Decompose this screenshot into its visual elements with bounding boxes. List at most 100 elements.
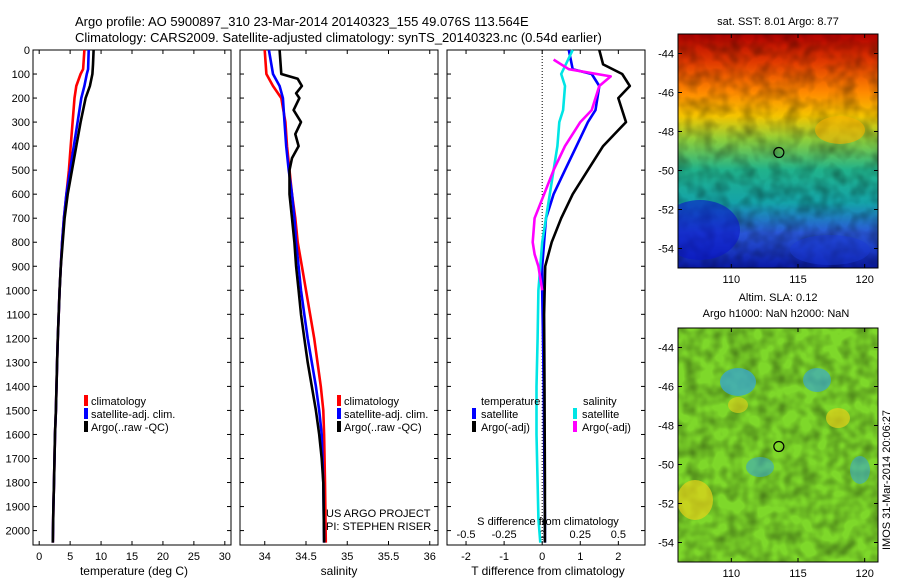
depth-tick-label: 1500 bbox=[6, 405, 30, 417]
top-tick-label: -0.5 bbox=[457, 529, 476, 541]
salinity-panel: 34 34.5 35 35.5 36 salinity climatology sate… bbox=[239, 49, 439, 578]
lon-tick-label: 110 bbox=[723, 568, 741, 580]
lon-tick-label: 110 bbox=[723, 274, 741, 286]
depth-tick-label: 0 bbox=[24, 45, 30, 57]
depth-tick-label: 600 bbox=[12, 189, 30, 201]
lat-tick-label: -46 bbox=[658, 382, 674, 394]
lon-tick-label: 120 bbox=[855, 274, 873, 286]
legend-label-climatology: climatology bbox=[344, 396, 400, 408]
lat-tick-label: -44 bbox=[658, 49, 674, 61]
x-tick-label: 0 bbox=[539, 551, 545, 563]
sla-field bbox=[678, 328, 878, 562]
depth-tick-label: 800 bbox=[12, 237, 30, 249]
temperature-panel: 0100200300400500600700800900100011001200… bbox=[6, 45, 232, 578]
legend-swatch-argo bbox=[84, 421, 88, 432]
series-line bbox=[278, 49, 326, 543]
salinity-legend: climatology satellite-adj. clim. Argo(..… bbox=[337, 395, 428, 434]
lat-tick-label: -46 bbox=[658, 88, 674, 100]
x-tick-label: 2 bbox=[615, 551, 621, 563]
x-tick-label: 35.5 bbox=[378, 551, 399, 563]
x-tick-label: 1 bbox=[577, 551, 583, 563]
temperature-legend: climatology satellite-adj. clim. Argo(..… bbox=[84, 395, 175, 434]
legend-label-satellite: satellite-adj. clim. bbox=[344, 409, 428, 421]
x-tick-label: 25 bbox=[188, 551, 200, 563]
project-annotation-line-2: PI: STEPHEN RISER bbox=[326, 521, 431, 533]
sla-lat-ticks: -44 -46 -48 -50 -52 -54 bbox=[658, 343, 878, 550]
legend-swatch-climatology bbox=[337, 395, 341, 406]
x-tick-label: -1 bbox=[499, 551, 509, 563]
x-tick-label: 10 bbox=[95, 551, 107, 563]
salinity-depth-ticks bbox=[240, 49, 438, 532]
depth-tick-label: 1300 bbox=[6, 357, 30, 369]
depth-tick-label: 500 bbox=[12, 165, 30, 177]
legend-label-argo: Argo(..raw -QC) bbox=[91, 422, 169, 434]
lon-tick-label: 120 bbox=[855, 568, 873, 580]
lat-tick-label: -44 bbox=[658, 343, 674, 355]
legend-label-satellite: satellite-adj. clim. bbox=[91, 409, 175, 421]
lon-tick-label: 115 bbox=[789, 568, 807, 580]
legend-label-climatology: climatology bbox=[91, 396, 147, 408]
argo-position-marker bbox=[773, 440, 785, 453]
temperature-series bbox=[51, 49, 95, 543]
sla-map-frame bbox=[677, 327, 879, 563]
project-annotation-line-1: US ARGO PROJECT bbox=[326, 508, 431, 520]
sst-map-title: sat. SST: 8.01 Argo: 8.77 bbox=[717, 16, 839, 28]
legend-group-temperature: temperature bbox=[481, 396, 540, 408]
depth-tick-label: 1800 bbox=[6, 478, 30, 490]
depth-tick-label: 1100 bbox=[6, 309, 30, 321]
sla-lon-ticks: 110 115 120 bbox=[723, 328, 874, 580]
legend-swatch-sal-satellite bbox=[573, 408, 577, 419]
depth-tick-label: 1000 bbox=[6, 285, 30, 297]
salinity-x-ticks: 34 34.5 35 35.5 36 bbox=[259, 50, 436, 563]
salinity-xlabel: salinity bbox=[321, 564, 358, 578]
legend-swatch-sal-argo bbox=[573, 421, 577, 432]
depth-tick-label: 1700 bbox=[6, 453, 30, 465]
sst-map-frame bbox=[677, 33, 879, 269]
difference-depth-ticks bbox=[447, 49, 645, 532]
x-tick-label: 35 bbox=[341, 551, 353, 563]
legend-label-temp-satellite: satellite bbox=[481, 409, 518, 421]
difference-legend: temperature satellite Argo(-adj) salinit… bbox=[472, 396, 631, 434]
depth-tick-label: 100 bbox=[12, 69, 30, 81]
difference-panel: -2 -1 0 1 2 -0.5 -0.25 0 0.25 0.5 S difference f… bbox=[446, 49, 646, 578]
lon-tick-label: 115 bbox=[789, 274, 807, 286]
depth-tick-label: 900 bbox=[12, 261, 30, 273]
sla-map-title: Altim. SLA: 0.12 bbox=[739, 292, 818, 304]
depth-tick-label: 1400 bbox=[6, 381, 30, 393]
lat-tick-label: -48 bbox=[658, 421, 674, 433]
x-tick-label: 34.5 bbox=[295, 551, 316, 563]
x-tick-label: -2 bbox=[461, 551, 471, 563]
series-line bbox=[540, 49, 601, 543]
difference-plot-frame bbox=[446, 49, 646, 546]
x-tick-label: 5 bbox=[67, 551, 73, 563]
temperature-plot-frame bbox=[32, 49, 232, 546]
legend-group-salinity: salinity bbox=[583, 396, 617, 408]
top-tick-label: 0 bbox=[539, 529, 545, 541]
depth-tick-label: 400 bbox=[12, 141, 30, 153]
series-line bbox=[267, 49, 326, 543]
title-line-1: Argo profile: AO 5900897_310 23-Mar-2014… bbox=[75, 14, 529, 29]
x-tick-label: 30 bbox=[219, 551, 231, 563]
legend-swatch-temp-satellite bbox=[472, 408, 476, 419]
top-tick-label: -0.25 bbox=[492, 529, 517, 541]
legend-label-argo: Argo(..raw -QC) bbox=[344, 422, 422, 434]
legend-swatch-satellite bbox=[84, 408, 88, 419]
legend-swatch-satellite bbox=[337, 408, 341, 419]
timestamp-stamp: IMOS 31-Mar-2014 20:06:27 bbox=[881, 410, 893, 550]
depth-ticks: 0 100 200 300 400 500 600 700 800 900 1000 1100 1200… bbox=[6, 45, 231, 538]
series-line bbox=[535, 49, 574, 543]
depth-tick-label: 2000 bbox=[6, 526, 30, 538]
x-tick-label: 15 bbox=[126, 551, 138, 563]
temperature-xlabel: temperature (deg C) bbox=[80, 564, 188, 578]
depth-tick-label: 1600 bbox=[6, 429, 30, 441]
lat-tick-label: -48 bbox=[658, 127, 674, 139]
depth-tick-label: 200 bbox=[12, 93, 30, 105]
salinity-difference-ticks: -0.5 -0.25 0 0.25 0.5 bbox=[457, 529, 626, 541]
salinity-plot-frame bbox=[239, 49, 439, 546]
legend-swatch-temp-argo bbox=[472, 421, 476, 432]
difference-x-ticks: -2 -1 0 1 2 bbox=[461, 50, 621, 563]
x-tick-label: 20 bbox=[157, 551, 169, 563]
depth-tick-label: 300 bbox=[12, 117, 30, 129]
sst-lat-ticks: -44 -46 -48 -50 -52 -54 bbox=[658, 49, 878, 256]
